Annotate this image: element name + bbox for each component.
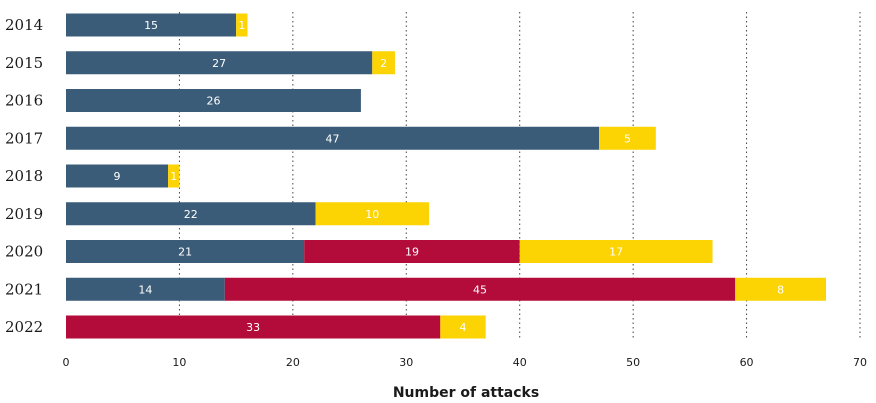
- bars: 15 1 27 2 26 47 5 9 1 22 10 21 19 17 14 45 8 33 4: [66, 13, 826, 339]
- bar-segment: [236, 13, 248, 37]
- bar-segment: [519, 240, 713, 263]
- x-tick-label: 40: [513, 356, 527, 369]
- data-label: 15: [144, 19, 158, 32]
- y-tick-label: 2020: [5, 243, 43, 261]
- bar-segment: [66, 51, 373, 75]
- x-tick-label: 20: [286, 356, 300, 369]
- x-tick-label: 0: [63, 356, 70, 369]
- y-tick-label: 2022: [5, 318, 43, 336]
- data-label: 19: [405, 246, 419, 259]
- data-label: 2: [380, 57, 387, 70]
- x-tick-label: 70: [853, 356, 867, 369]
- bar-segment: [372, 51, 395, 75]
- bar-segment: [66, 202, 316, 226]
- x-tick-label: 30: [399, 356, 413, 369]
- y-tick-label: 2019: [5, 205, 43, 223]
- bar-segment: [66, 315, 441, 339]
- y-axis-labels: 2014 2015 2016 2017 2018 2019 2020 2021 2022: [5, 16, 43, 336]
- bar-segment: [66, 277, 225, 301]
- data-label: 8: [777, 283, 784, 296]
- data-label: 5: [624, 132, 631, 145]
- y-tick-label: 2015: [5, 54, 43, 72]
- data-label: 1: [170, 170, 177, 183]
- data-label: 17: [609, 246, 623, 259]
- x-tick-label: 10: [172, 356, 186, 369]
- y-tick-label: 2016: [5, 92, 43, 110]
- data-label: 1: [238, 19, 245, 32]
- bar-segment: [224, 277, 736, 301]
- x-axis-ticks: 0 10 20 30 40 50 60 70: [63, 356, 868, 369]
- y-tick-label: 2017: [5, 129, 43, 147]
- data-label: 9: [114, 170, 121, 183]
- bar-segment: [599, 126, 656, 150]
- data-label: 27: [212, 57, 226, 70]
- bar-segment: [304, 240, 520, 263]
- bar-segment: [66, 13, 237, 37]
- x-tick-label: 50: [626, 356, 640, 369]
- bar-segment: [440, 315, 486, 339]
- bar-segment: [168, 164, 180, 188]
- data-label: 21: [178, 246, 192, 259]
- data-label: 14: [138, 283, 152, 296]
- bar-segment: [66, 126, 600, 150]
- y-tick-label: 2021: [5, 280, 43, 298]
- y-tick-label: 2014: [5, 16, 43, 34]
- x-tick-label: 60: [740, 356, 754, 369]
- bar-segment: [735, 277, 826, 301]
- bar-segment: [66, 89, 361, 112]
- data-label: 47: [326, 132, 340, 145]
- data-label: 26: [206, 95, 220, 108]
- data-label: 10: [365, 208, 379, 221]
- data-label: 22: [184, 208, 198, 221]
- data-label: 4: [460, 321, 467, 334]
- x-axis-title: Number of attacks: [393, 385, 539, 401]
- data-label: 45: [473, 283, 487, 296]
- data-label: 33: [246, 321, 260, 334]
- bar-segment: [315, 202, 429, 226]
- bar-segment: [66, 240, 305, 263]
- bar-segment: [66, 164, 169, 188]
- y-tick-label: 2018: [5, 167, 43, 185]
